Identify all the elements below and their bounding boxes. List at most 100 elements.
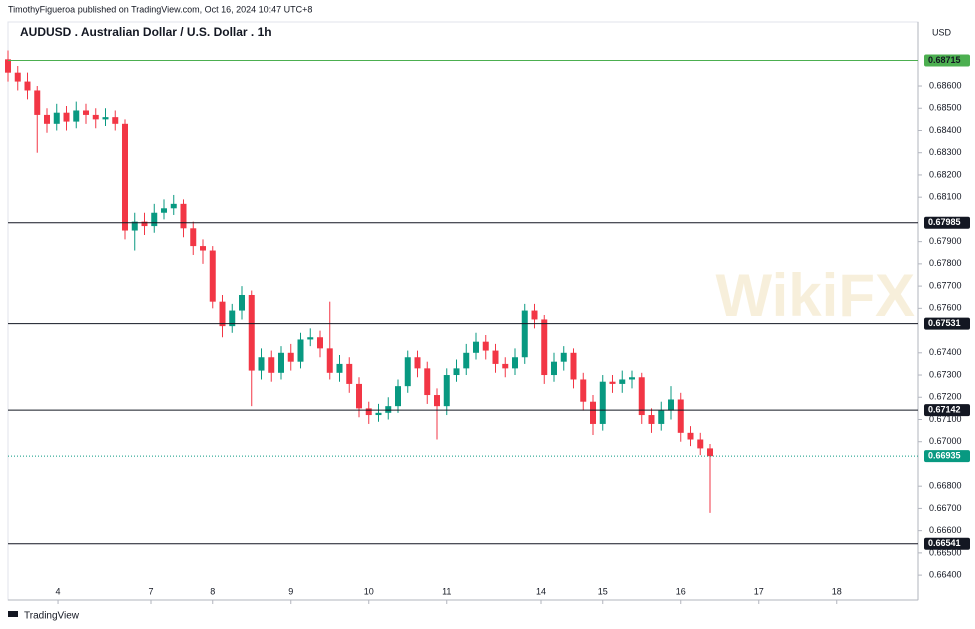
- candle-body: [570, 352, 577, 380]
- candle-body: [92, 114, 99, 120]
- candle-body: [200, 246, 206, 251]
- x-tick-label: 11: [442, 586, 451, 596]
- y-tick-label: 0.68400: [929, 125, 962, 135]
- candle-body: [404, 357, 411, 387]
- candle-body: [229, 310, 236, 327]
- footer-logo: [8, 611, 18, 617]
- candle-body: [356, 383, 362, 409]
- level-label-box: [924, 404, 970, 417]
- chart-title: AUDUSD . Australian Dollar / U.S. Dollar…: [20, 25, 272, 39]
- candle-body: [687, 432, 694, 440]
- level-label: 0.66541: [928, 538, 961, 548]
- y-tick-label: 0.67600: [929, 303, 962, 313]
- candle-body: [336, 363, 343, 373]
- candle-body: [161, 208, 167, 213]
- candle-body: [346, 363, 353, 384]
- x-tick-label: 17: [754, 586, 764, 596]
- x-tick-label: 8: [210, 586, 215, 596]
- candle-body: [512, 357, 518, 369]
- y-tick-label: 0.66400: [929, 569, 962, 579]
- x-tick-label: 9: [288, 586, 293, 596]
- x-tick-label: 16: [676, 586, 686, 596]
- y-tick-label: 0.66500: [929, 547, 962, 557]
- candle-body: [580, 379, 587, 402]
- candle-body: [648, 415, 655, 424]
- candle-body: [424, 368, 431, 396]
- x-tick-label: 18: [832, 586, 842, 596]
- candle-body: [190, 228, 197, 247]
- level-label: 0.67985: [928, 217, 961, 227]
- candle-body: [375, 412, 382, 416]
- level-label-box: [924, 450, 970, 463]
- y-tick-label: 0.67400: [929, 347, 962, 357]
- level-label: 0.67142: [928, 405, 961, 415]
- candle-body: [434, 395, 440, 407]
- watermark: WikiFX: [716, 262, 915, 329]
- candle-body: [521, 310, 528, 358]
- footer: TradingView: [24, 611, 80, 622]
- level-label-box: [924, 216, 970, 229]
- candle-body: [707, 448, 713, 457]
- candle-body: [248, 294, 255, 371]
- candle-body: [482, 341, 489, 351]
- candle-body: [278, 352, 284, 373]
- candle-body: [638, 377, 645, 416]
- candle-body: [677, 399, 684, 433]
- candle-body: [44, 114, 50, 124]
- candle-body: [502, 363, 509, 369]
- candle-body: [609, 381, 616, 384]
- candle-body: [492, 350, 499, 364]
- candle-body: [102, 117, 109, 120]
- candle-body: [414, 357, 421, 369]
- candle-body: [560, 352, 567, 362]
- candle-body: [599, 381, 606, 424]
- candle-body: [697, 439, 704, 449]
- candle-body: [131, 221, 138, 231]
- candle-body: [307, 337, 314, 340]
- candle-body: [326, 348, 333, 373]
- candle-body: [317, 337, 323, 349]
- level-label-box: [924, 537, 970, 550]
- candle-body: [151, 212, 158, 227]
- x-tick-label: 4: [56, 586, 61, 596]
- candle-body: [34, 90, 41, 115]
- x-tick-label: 10: [364, 586, 374, 596]
- candle-body: [619, 379, 626, 384]
- y-tick-label: 0.67200: [929, 392, 962, 402]
- candle-body: [590, 401, 596, 424]
- y-tick-label: 0.68600: [929, 80, 962, 90]
- level-label: 0.67531: [928, 318, 961, 328]
- candle-body: [141, 221, 148, 227]
- candle-body: [24, 81, 31, 91]
- y-tick-label: 0.68200: [929, 169, 962, 179]
- candle-body: [83, 110, 89, 115]
- candle-body: [53, 112, 60, 124]
- candle-body: [73, 110, 80, 122]
- y-tick-label: 0.67800: [929, 258, 962, 268]
- level-label: 0.68715: [928, 55, 961, 65]
- candle-body: [551, 361, 557, 376]
- candle-body: [658, 410, 665, 424]
- y-tick-label: 0.66700: [929, 503, 962, 513]
- candle-body: [287, 352, 294, 362]
- candle-body: [170, 203, 177, 209]
- candle-body: [629, 377, 635, 380]
- candle-body: [63, 112, 70, 122]
- y-tick-label: 0.68100: [929, 192, 962, 202]
- candle-body: [219, 301, 226, 327]
- x-tick-label: 15: [598, 586, 608, 596]
- candle-body: [668, 399, 674, 411]
- header: TimothyFigueroa published on TradingView…: [8, 4, 312, 14]
- candle-body: [122, 123, 128, 231]
- candle-body: [541, 319, 548, 376]
- candle-body: [463, 352, 470, 369]
- candle-body: [473, 341, 479, 353]
- x-tick-label: 7: [148, 586, 153, 596]
- candle-body: [209, 250, 216, 302]
- candle-body: [268, 357, 275, 373]
- candle-body: [443, 375, 450, 407]
- y-tick-label: 0.66600: [929, 525, 962, 535]
- candle-body: [258, 357, 265, 371]
- x-tick-label: 14: [536, 586, 546, 596]
